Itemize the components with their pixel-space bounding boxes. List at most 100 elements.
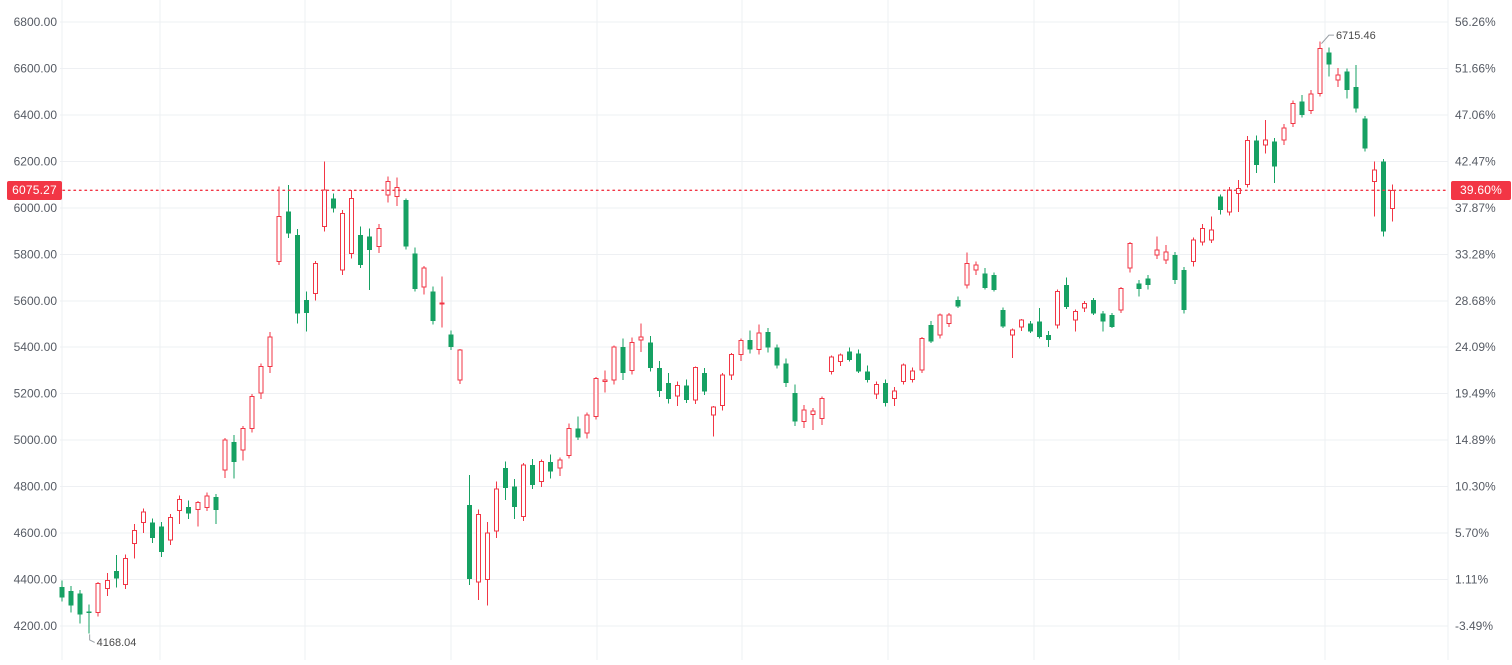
candle — [674, 381, 680, 406]
candle — [213, 494, 219, 524]
candle — [1217, 194, 1223, 215]
candle — [1254, 135, 1260, 173]
price-tick-label: 6800.00 — [14, 15, 58, 29]
candle — [340, 210, 346, 276]
candle — [394, 177, 400, 206]
candle — [276, 186, 282, 265]
current-change-label: 39.60% — [1451, 180, 1511, 200]
candle — [1317, 41, 1323, 97]
candle — [439, 276, 445, 328]
percent-tick-label: 37.87% — [1455, 201, 1496, 215]
price-tick-label: 6000.00 — [14, 201, 58, 215]
price-tick-label: 4800.00 — [14, 480, 58, 494]
percent-tick-label: 51.66% — [1455, 61, 1496, 75]
candle — [1226, 186, 1232, 216]
candle — [720, 373, 726, 411]
candle — [548, 454, 554, 479]
candle — [665, 373, 671, 404]
candle — [521, 462, 527, 521]
candle — [512, 478, 517, 520]
candle — [1335, 68, 1341, 88]
candle — [1181, 267, 1187, 314]
percent-axis[interactable]: 56.26% 51.66% 47.06% 42.47% 37.87% 33.28% 28.6… — [1455, 15, 1496, 633]
candle — [150, 518, 155, 543]
candle — [937, 313, 943, 339]
candle — [1389, 184, 1395, 222]
candle — [349, 189, 355, 259]
price-axis[interactable]: 6800.00 6600.00 6400.00 6200.00 6000.00 5800.… — [14, 15, 58, 633]
candle — [1236, 179, 1241, 212]
candle — [566, 423, 572, 459]
candle — [810, 408, 816, 430]
candle — [1100, 310, 1106, 332]
candle — [68, 586, 74, 613]
candle — [991, 272, 997, 292]
svg-text:6715.46: 6715.46 — [1336, 30, 1376, 42]
candle — [783, 358, 789, 388]
candle — [864, 365, 870, 383]
candle — [502, 461, 508, 501]
candle — [1362, 116, 1368, 152]
candle — [104, 573, 110, 596]
candle — [1055, 289, 1060, 329]
candle — [837, 353, 843, 366]
candle — [874, 381, 879, 399]
candle — [312, 260, 318, 301]
candle — [557, 457, 563, 476]
candle — [159, 521, 165, 557]
price-tick-label: 5000.00 — [14, 433, 58, 447]
percent-tick-label: 1.11% — [1455, 573, 1488, 587]
candle — [683, 379, 689, 403]
candle — [412, 247, 418, 292]
candle — [855, 349, 861, 374]
candle — [258, 363, 264, 399]
candle — [611, 345, 617, 385]
candle — [122, 554, 128, 589]
candle — [656, 361, 662, 397]
candle — [828, 355, 834, 375]
candle — [973, 261, 979, 275]
candle — [1036, 308, 1042, 339]
high-annotation: 6715.46 — [1321, 30, 1376, 44]
percent-tick-label: 33.28% — [1455, 247, 1496, 261]
candle — [801, 404, 807, 429]
candle — [946, 312, 952, 327]
candle — [584, 412, 590, 439]
candle — [466, 475, 472, 585]
candle — [331, 193, 336, 213]
percent-tick-label: 5.70% — [1455, 526, 1489, 540]
candle — [77, 589, 83, 624]
candle — [1380, 159, 1386, 237]
candle — [620, 338, 626, 380]
candle — [747, 330, 753, 354]
candle — [1000, 307, 1006, 329]
candle — [1163, 245, 1169, 265]
candle — [702, 368, 708, 395]
candle — [1326, 47, 1332, 77]
candle — [367, 228, 373, 291]
candle — [376, 224, 382, 254]
candle — [919, 336, 925, 373]
candle — [484, 521, 490, 606]
candle — [222, 437, 228, 478]
percent-tick-label: 10.30% — [1455, 480, 1496, 494]
candle — [1245, 135, 1251, 188]
percent-tick-label: 24.09% — [1455, 340, 1496, 354]
candle — [883, 379, 889, 407]
candle — [711, 405, 717, 437]
price-tick-label: 5400.00 — [14, 340, 58, 354]
candle — [892, 387, 898, 406]
candle — [1190, 237, 1196, 267]
percent-tick-label: 47.06% — [1455, 108, 1496, 122]
candle — [1109, 312, 1115, 329]
candles — [59, 41, 1395, 634]
candle — [131, 523, 137, 559]
svg-text:4168.04: 4168.04 — [97, 637, 137, 649]
candle — [1272, 138, 1278, 184]
candle — [294, 228, 300, 324]
candle — [693, 366, 698, 405]
candle — [421, 265, 427, 295]
candle — [493, 481, 499, 539]
candle — [303, 291, 309, 332]
